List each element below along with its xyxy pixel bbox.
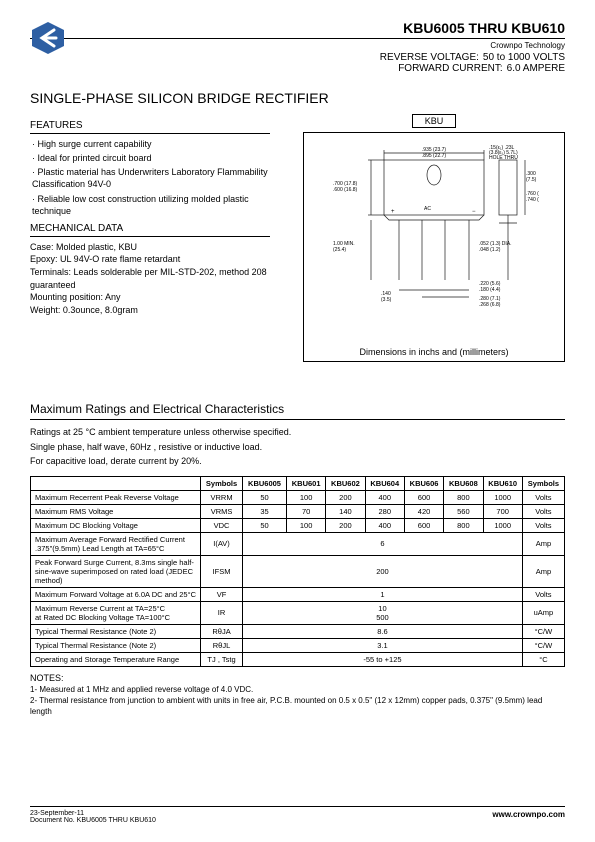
table-row: Maximum Recerrent Peak Reverse VoltageVR… bbox=[31, 490, 565, 504]
svg-text:.268 (6.8): .268 (6.8) bbox=[479, 302, 501, 308]
svg-text:(25.4): (25.4) bbox=[333, 247, 346, 253]
feature-item: Reliable low cost construction utilizing… bbox=[32, 193, 285, 217]
diagram-caption: Dimensions in inchs and (millimeters) bbox=[304, 347, 564, 357]
brand-logo bbox=[30, 20, 66, 56]
mech-line: Weight: 0.3ounce, 8.0gram bbox=[30, 304, 285, 317]
page-footer: 23-September-11 Document No. KBU6005 THR… bbox=[30, 806, 565, 824]
reverse-voltage-line: REVERSE VOLTAGE:50 to 1000 VOLTS bbox=[30, 52, 565, 63]
note-item: 1- Measured at 1 MHz and applied reverse… bbox=[30, 685, 565, 695]
mech-line: Epoxy: UL 94V-O rate flame retardant bbox=[30, 253, 285, 266]
svg-text:.048 (1.2): .048 (1.2) bbox=[479, 247, 501, 253]
package-label: KBU bbox=[412, 114, 457, 128]
svg-text:AC: AC bbox=[424, 206, 431, 212]
mech-line: Mounting position: Any bbox=[30, 291, 285, 304]
svg-text:.895 (22.7): .895 (22.7) bbox=[422, 153, 447, 159]
footer-date: 23-September-11 bbox=[30, 810, 156, 817]
svg-text:HOLE THRU: HOLE THRU bbox=[489, 155, 518, 161]
feature-item: Ideal for printed circuit board bbox=[32, 152, 285, 164]
ratings-intro: Ratings at 25 °C ambient temperature unl… bbox=[30, 426, 565, 468]
svg-text:.600 (16.8): .600 (16.8) bbox=[333, 187, 358, 193]
mech-line: Terminals: Leads solderable per MIL-STD-… bbox=[30, 266, 285, 291]
brand-name: Crownpo Technology bbox=[30, 41, 565, 50]
ratings-table: Symbols KBU6005 KBU601 KBU602 KBU604 KBU… bbox=[30, 476, 565, 667]
table-row: Typical Thermal Resistance (Note 2)RθJL3… bbox=[31, 638, 565, 652]
package-diagram: .935 (23.7) .895 (22.7) .15(ε₁) .23L (3.… bbox=[303, 132, 565, 362]
forward-current-line: FORWARD CURRENT:6.0 AMPERE bbox=[30, 63, 565, 74]
table-header-row: Symbols KBU6005 KBU601 KBU602 KBU604 KBU… bbox=[31, 476, 565, 490]
mechanical-heading: MECHANICAL DATA bbox=[30, 223, 270, 237]
table-row: Peak Forward Surge Current, 8.3ms single… bbox=[31, 555, 565, 587]
svg-text:(3.5): (3.5) bbox=[381, 297, 392, 303]
svg-text:.180 (4.4): .180 (4.4) bbox=[479, 287, 501, 293]
ratings-heading: Maximum Ratings and Electrical Character… bbox=[30, 402, 565, 420]
svg-text:.740 (18.8): .740 (18.8) bbox=[526, 197, 539, 203]
note-item: 2- Thermal resistance from junction to a… bbox=[30, 696, 565, 717]
table-row: Operating and Storage Temperature RangeT… bbox=[31, 652, 565, 666]
footer-doc: Document No. KBU6005 THRU KBU610 bbox=[30, 817, 156, 824]
svg-text:(7.5): (7.5) bbox=[526, 177, 537, 183]
features-heading: FEATURES bbox=[30, 120, 270, 134]
svg-text:+: + bbox=[391, 209, 395, 215]
mech-line: Case: Molded plastic, KBU bbox=[30, 241, 285, 254]
table-row: Maximum Average Forward Rectified Curren… bbox=[31, 532, 565, 555]
table-row: Maximum Forward Voltage at 6.0A DC and 2… bbox=[31, 587, 565, 601]
table-row: Typical Thermal Resistance (Note 2)RθJA8… bbox=[31, 624, 565, 638]
part-range: KBU6005 THRU KBU610 bbox=[30, 20, 565, 39]
footer-url: www.crownpo.com bbox=[492, 810, 565, 824]
notes-section: NOTES: 1- Measured at 1 MHz and applied … bbox=[30, 673, 565, 717]
features-list: High surge current capability Ideal for … bbox=[30, 138, 285, 217]
feature-item: Plastic material has Underwriters Labora… bbox=[32, 166, 285, 190]
svg-text:−: − bbox=[472, 209, 476, 215]
table-row: Maximum RMS VoltageVRMS35701402804205607… bbox=[31, 504, 565, 518]
notes-heading: NOTES: bbox=[30, 673, 565, 683]
table-row: Maximum DC Blocking VoltageVDC5010020040… bbox=[31, 518, 565, 532]
page-title: SINGLE-PHASE SILICON BRIDGE RECTIFIER bbox=[30, 90, 565, 106]
feature-item: High surge current capability bbox=[32, 138, 285, 150]
table-row: Maximum Reverse Current at TA=25°C at Ra… bbox=[31, 601, 565, 624]
